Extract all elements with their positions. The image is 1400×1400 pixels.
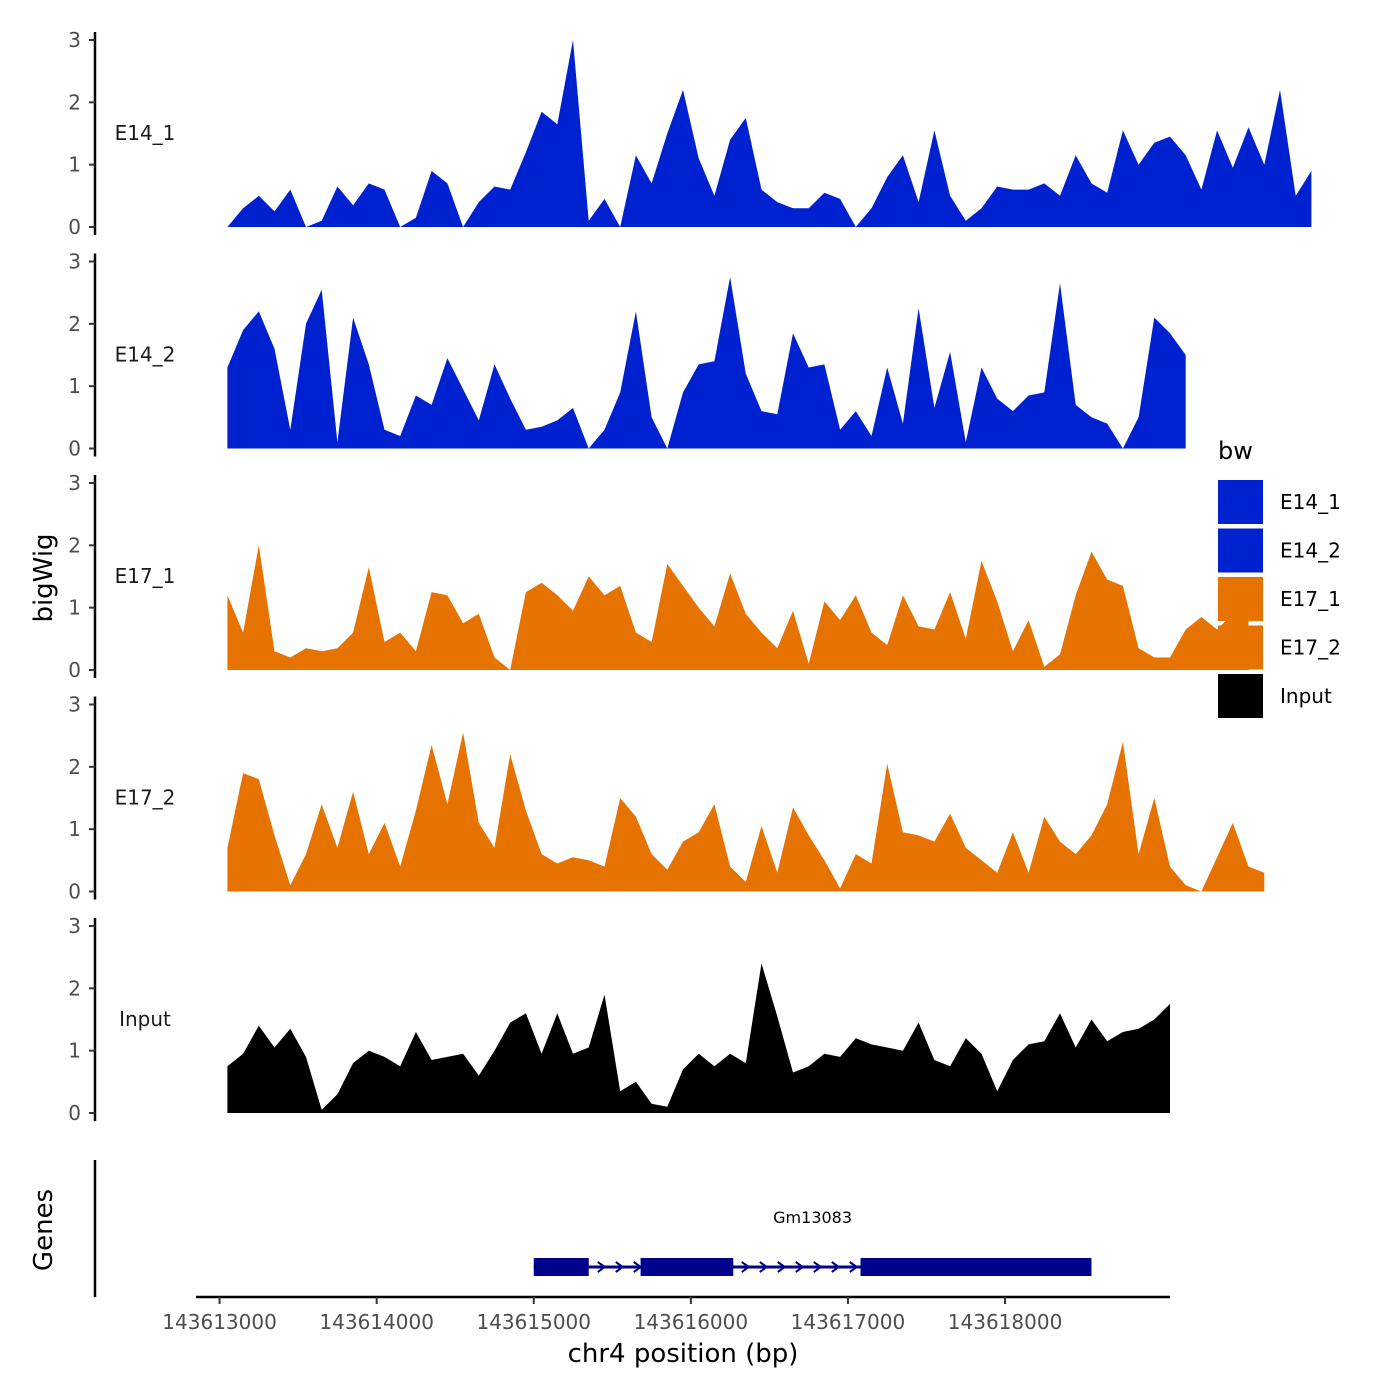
legend-label-Input: Input (1280, 684, 1332, 708)
legend-label-E17_2: E17_2 (1280, 636, 1341, 660)
x-tick-label: 143614000 (319, 1310, 434, 1334)
track-E14_2: 0 1 2 3 E14_2 (68, 250, 1186, 461)
strand-arrow (741, 1261, 751, 1273)
gene-exon (640, 1258, 734, 1276)
gene-track: Gm13083 (93, 1160, 1092, 1297)
track-Input: 0 1 2 3 Input (68, 914, 1170, 1125)
legend-label-E17_1: E17_1 (1280, 587, 1341, 611)
legend-label-E14_1: E14_1 (1280, 490, 1341, 514)
track-label-Input: Input (119, 1007, 171, 1031)
track-E17_1: 0 1 2 3 E17_1 (68, 471, 1249, 682)
legend-title: bw (1218, 437, 1253, 465)
coverage-area-E17_1 (227, 545, 1249, 670)
strand-arrow (597, 1261, 607, 1273)
y-axis-title: bigWig (29, 533, 59, 622)
coverage-area-E14_2 (227, 277, 1186, 449)
coverage-tracks: 0 1 2 3 E14_1 0 1 2 3 E14_2 0 1 2 3 E17_1 0 1 2 3 E17_2 0 1 2 3… (68, 28, 1312, 1125)
legend-swatch-E17_1 (1218, 577, 1263, 621)
gene-name-label: Gm13083 (773, 1208, 852, 1227)
x-tick-label: 143615000 (476, 1310, 591, 1334)
strand-arrow (813, 1261, 823, 1273)
legend-swatch-E17_2 (1218, 625, 1263, 670)
track-label-E17_2: E17_2 (115, 786, 176, 810)
strand-arrow (795, 1261, 805, 1273)
y-tick-label: 3 (68, 250, 81, 274)
gene-exon (860, 1258, 1092, 1276)
track-label-E14_2: E14_2 (115, 343, 176, 367)
y-tick-label: 3 (68, 914, 81, 938)
y-tick-label: 2 (68, 312, 81, 336)
x-tick-label: 143617000 (791, 1310, 906, 1334)
track-E14_1: 0 1 2 3 E14_1 (68, 28, 1312, 239)
y-tick-label: 1 (68, 1039, 81, 1063)
y-tick-label: 1 (68, 374, 81, 398)
genes-axis-title: Genes (29, 1189, 59, 1271)
strand-arrow (759, 1261, 769, 1273)
x-axis-title: chr4 position (bp) (568, 1339, 799, 1369)
y-tick-label: 3 (68, 471, 81, 495)
y-tick-label: 3 (68, 693, 81, 717)
y-tick-label: 2 (68, 533, 81, 557)
track-E17_2: 0 1 2 3 E17_2 (68, 693, 1265, 904)
legend-swatch-E14_1 (1218, 480, 1263, 524)
y-tick-label: 3 (68, 28, 81, 52)
y-tick-label: 2 (68, 90, 81, 114)
legend-swatch-Input (1218, 674, 1263, 718)
coverage-area-Input (227, 963, 1170, 1113)
gene-Gm13083: Gm13083 (533, 1208, 1092, 1276)
coverage-area-E17_2 (227, 732, 1265, 892)
y-tick-label: 1 (68, 153, 81, 177)
legend-swatch-E14_2 (1218, 528, 1263, 573)
x-tick-label: 143613000 (162, 1310, 277, 1334)
strand-arrow (615, 1261, 625, 1273)
x-axis: 143613000 143614000 143615000 143616000 1436… (162, 1295, 1170, 1334)
y-tick-label: 0 (68, 437, 81, 461)
y-tick-label: 0 (68, 658, 81, 682)
gene-exon (533, 1258, 589, 1276)
legend: bw E14_1 E14_2 E17_1 E17_2 Input (1218, 437, 1341, 718)
y-tick-label: 1 (68, 596, 81, 620)
legend-label-E14_2: E14_2 (1280, 539, 1341, 563)
x-tick-label: 143616000 (634, 1310, 749, 1334)
y-tick-label: 1 (68, 817, 81, 841)
track-label-E17_1: E17_1 (115, 564, 176, 588)
track-label-E14_1: E14_1 (115, 121, 176, 145)
strand-arrow (849, 1261, 859, 1273)
strand-arrow (831, 1261, 841, 1273)
y-tick-label: 2 (68, 755, 81, 779)
x-tick-label: 143618000 (948, 1310, 1063, 1334)
y-tick-label: 0 (68, 215, 81, 239)
y-tick-label: 0 (68, 880, 81, 904)
y-tick-label: 2 (68, 976, 81, 1000)
y-tick-label: 0 (68, 1101, 81, 1125)
strand-arrow (777, 1261, 787, 1273)
coverage-area-E14_1 (227, 40, 1312, 227)
